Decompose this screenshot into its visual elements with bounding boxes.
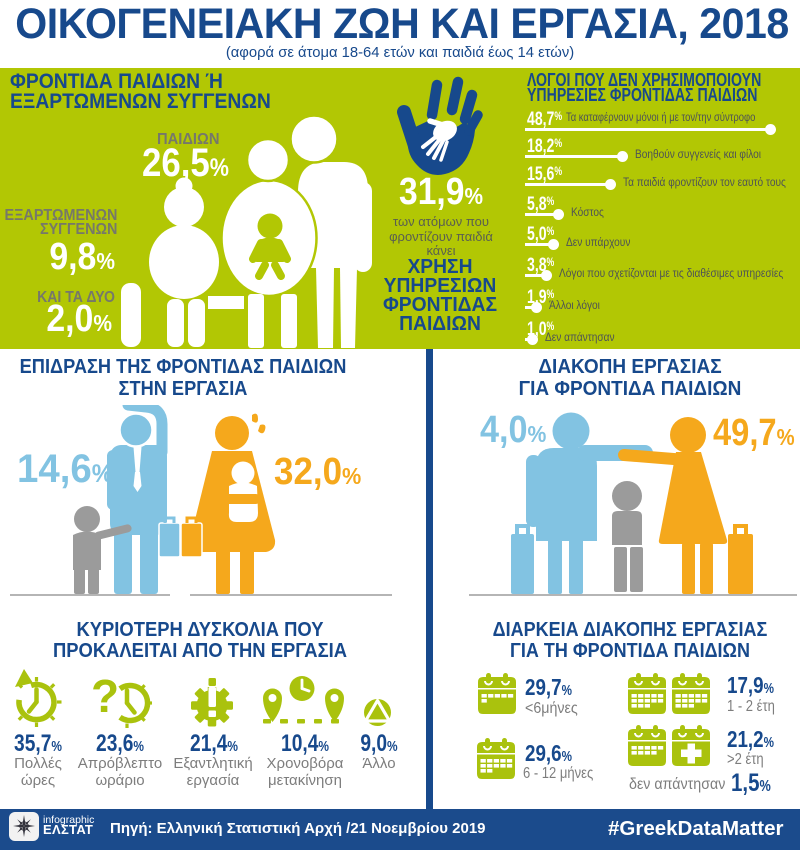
svg-text:?: ?	[91, 670, 119, 722]
